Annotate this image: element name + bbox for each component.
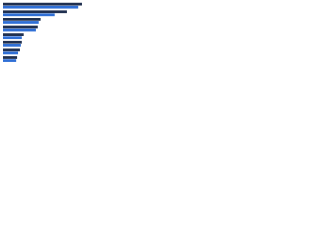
bar: [3, 43, 21, 47]
bar: [3, 33, 24, 37]
bar: [3, 2, 82, 6]
bar: [3, 5, 79, 9]
bar: [3, 51, 19, 55]
chart: [3, 2, 82, 62]
bar: [3, 18, 41, 21]
bar: [3, 36, 22, 40]
bar: [3, 48, 20, 52]
bar: [3, 10, 67, 14]
bar: [3, 13, 55, 17]
bar: [3, 21, 39, 24]
bar: [3, 59, 17, 62]
bar: [3, 25, 38, 29]
bar: [3, 28, 36, 32]
bar: [3, 56, 18, 59]
bar: [3, 40, 22, 44]
